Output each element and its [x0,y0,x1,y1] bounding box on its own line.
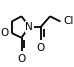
Text: Cl: Cl [63,16,73,26]
Text: N: N [25,22,33,32]
Text: O: O [1,28,9,38]
Text: O: O [17,54,26,64]
Text: O: O [37,43,45,53]
